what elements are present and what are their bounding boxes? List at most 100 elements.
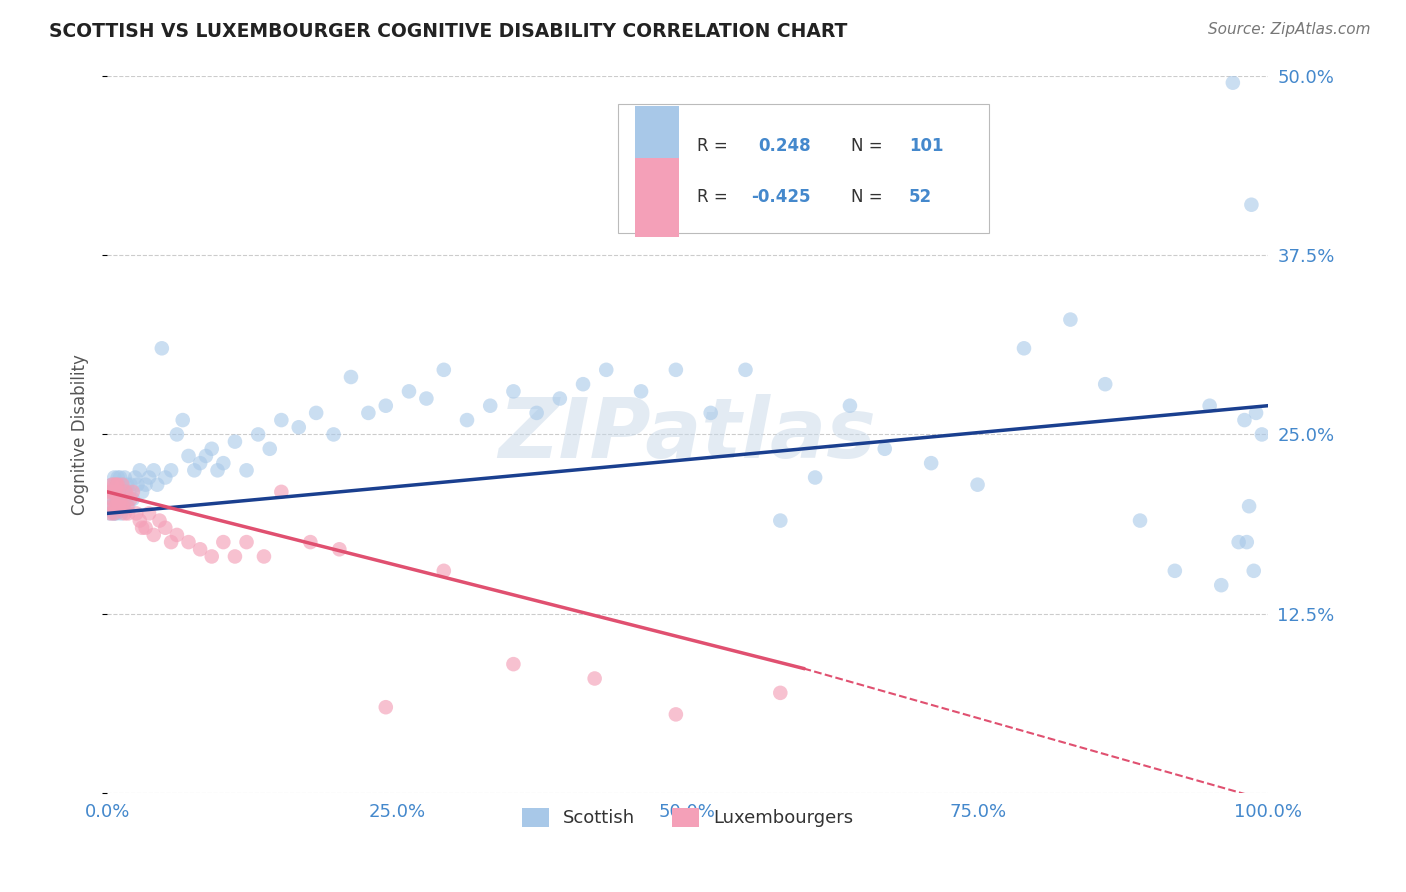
Text: SCOTTISH VS LUXEMBOURGER COGNITIVE DISABILITY CORRELATION CHART: SCOTTISH VS LUXEMBOURGER COGNITIVE DISAB…	[49, 22, 848, 41]
Text: 101: 101	[910, 136, 943, 154]
Point	[920, 456, 942, 470]
Point	[103, 477, 125, 491]
Point	[479, 399, 502, 413]
Y-axis label: Cognitive Disability: Cognitive Disability	[72, 354, 89, 515]
Point	[212, 456, 235, 470]
Point	[160, 535, 183, 549]
Point	[665, 363, 688, 377]
Point	[104, 484, 127, 499]
Point	[1211, 578, 1233, 592]
Point	[357, 406, 380, 420]
Point	[299, 535, 322, 549]
Point	[224, 434, 246, 449]
Point	[1164, 564, 1187, 578]
Point	[966, 477, 988, 491]
Point	[98, 507, 121, 521]
Point	[117, 500, 139, 514]
Point	[1250, 427, 1272, 442]
Point	[101, 484, 124, 499]
Point	[103, 507, 125, 521]
Text: Source: ZipAtlas.com: Source: ZipAtlas.com	[1208, 22, 1371, 37]
Text: 52: 52	[910, 188, 932, 206]
Point	[115, 477, 138, 491]
Point	[121, 484, 143, 499]
Point	[247, 427, 270, 442]
Point	[166, 427, 188, 442]
Point	[839, 399, 862, 413]
Point	[1222, 76, 1244, 90]
Point	[734, 363, 756, 377]
Point	[259, 442, 281, 456]
Point	[224, 549, 246, 564]
Point	[110, 484, 132, 499]
Point	[188, 542, 211, 557]
Point	[111, 477, 134, 491]
Point	[270, 413, 292, 427]
Point	[131, 484, 153, 499]
Point	[769, 686, 792, 700]
Point	[172, 413, 194, 427]
Point	[572, 377, 595, 392]
Point	[103, 507, 125, 521]
Point	[114, 507, 136, 521]
Point	[212, 535, 235, 549]
Point	[433, 564, 456, 578]
Point	[148, 514, 170, 528]
Point	[177, 535, 200, 549]
Point	[630, 384, 652, 399]
Point	[105, 507, 128, 521]
Point	[108, 491, 131, 506]
Point	[142, 528, 165, 542]
Point	[1129, 514, 1152, 528]
Point	[1227, 535, 1250, 549]
Point	[115, 500, 138, 514]
Point	[1237, 500, 1260, 514]
Point	[115, 491, 138, 506]
Point	[104, 477, 127, 491]
Point	[128, 463, 150, 477]
Point	[121, 491, 143, 506]
Point	[112, 500, 135, 514]
Point	[502, 657, 524, 672]
Text: R =: R =	[697, 188, 733, 206]
Point	[98, 484, 121, 499]
Point	[131, 521, 153, 535]
Point	[322, 427, 344, 442]
Point	[1094, 377, 1116, 392]
Point	[804, 470, 827, 484]
Point	[100, 507, 122, 521]
Point	[287, 420, 309, 434]
Point	[111, 477, 134, 491]
Point	[108, 484, 131, 499]
Point	[502, 384, 524, 399]
Point	[108, 500, 131, 514]
Point	[699, 406, 721, 420]
Point	[1236, 535, 1258, 549]
Point	[138, 507, 160, 521]
Point	[112, 500, 135, 514]
Point	[1243, 564, 1265, 578]
Point	[374, 399, 396, 413]
Point	[101, 477, 124, 491]
Point	[548, 392, 571, 406]
Point	[665, 707, 688, 722]
Point	[118, 484, 141, 499]
Point	[155, 521, 177, 535]
Point	[101, 500, 124, 514]
Point	[340, 370, 363, 384]
Point	[124, 470, 146, 484]
Point	[107, 477, 129, 491]
Point	[194, 449, 217, 463]
Point	[201, 549, 224, 564]
Text: -0.425: -0.425	[751, 188, 811, 206]
Point	[101, 477, 124, 491]
Point	[104, 500, 127, 514]
Point	[105, 500, 128, 514]
Point	[138, 470, 160, 484]
Point	[1059, 312, 1081, 326]
Point	[127, 477, 149, 491]
Point	[433, 363, 456, 377]
Point	[104, 500, 127, 514]
Point	[235, 463, 257, 477]
Point	[128, 514, 150, 528]
